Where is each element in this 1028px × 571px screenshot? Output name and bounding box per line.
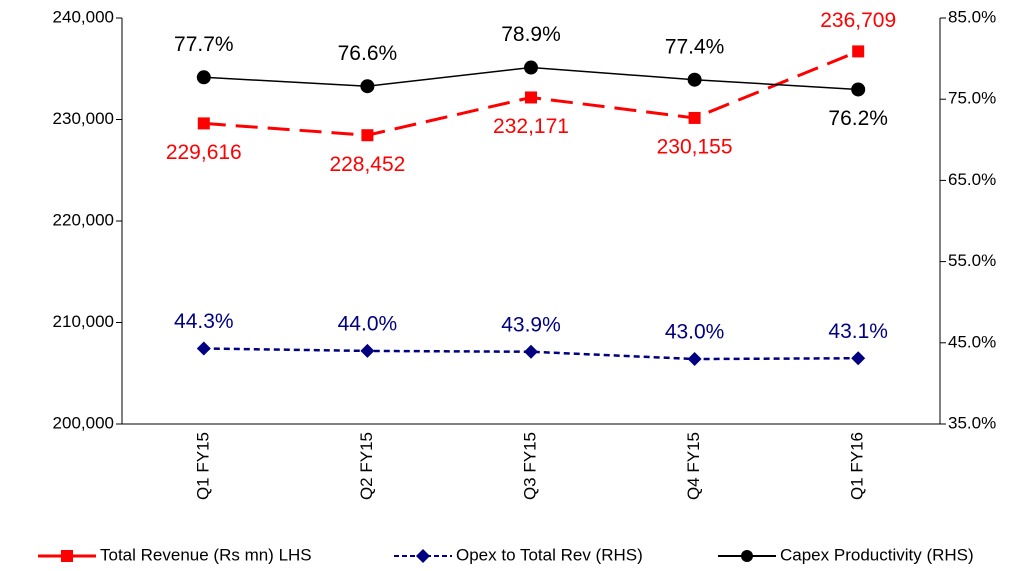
y-tick-label: 220,000 [53, 210, 114, 229]
y2-tick-label: 55.0% [948, 251, 996, 270]
marker [524, 344, 538, 359]
legend-marker [416, 549, 430, 563]
legend-label: Opex to Total Rev (RHS) [456, 545, 643, 564]
data-label: 44.0% [338, 312, 398, 335]
legend-marker [61, 550, 73, 562]
y-tick-label: 230,000 [53, 109, 114, 128]
data-label: 77.4% [665, 35, 725, 58]
x-tick-label: Q1 FY15 [193, 432, 212, 500]
y2-tick-label: 75.0% [948, 89, 996, 108]
data-label: 229,616 [166, 141, 242, 164]
data-label: 43.9% [501, 313, 561, 336]
x-tick-label: Q4 FY15 [684, 432, 703, 500]
data-label: 232,171 [493, 115, 569, 138]
x-tick-label: Q2 FY15 [357, 432, 376, 500]
y-tick-label: 200,000 [53, 413, 114, 432]
marker [360, 343, 375, 358]
marker [197, 117, 210, 130]
marker [851, 82, 866, 97]
data-label: 78.9% [501, 23, 561, 46]
legend-label: Total Revenue (Rs mn) LHS [100, 545, 312, 564]
marker [361, 129, 374, 142]
marker [687, 352, 702, 367]
data-label: 44.3% [174, 310, 234, 333]
marker [196, 70, 211, 85]
y2-tick-label: 45.0% [948, 332, 996, 351]
y2-tick-label: 85.0% [948, 7, 996, 26]
marker [360, 79, 375, 94]
y-tick-label: 240,000 [53, 7, 114, 26]
data-label: 230,155 [657, 135, 733, 158]
y-tick-label: 210,000 [53, 312, 114, 331]
data-label: 77.7% [174, 33, 234, 56]
data-label: 76.2% [828, 107, 888, 130]
marker [196, 341, 211, 356]
x-tick-label: Q3 FY15 [520, 432, 539, 500]
marker [525, 91, 537, 104]
data-label: 228,452 [329, 153, 405, 176]
data-label: 76.6% [338, 42, 398, 65]
marker [851, 351, 866, 366]
marker [688, 111, 701, 124]
legend-marker [741, 550, 753, 562]
series-line [203, 347, 859, 361]
data-label: 43.0% [665, 321, 725, 344]
data-label: 236,709 [820, 9, 896, 32]
x-tick-label: Q1 FY16 [848, 432, 867, 500]
data-label: 43.1% [828, 320, 888, 343]
marker [687, 72, 702, 87]
y2-tick-label: 35.0% [948, 413, 996, 432]
marker [852, 45, 865, 58]
y2-tick-label: 65.0% [948, 170, 996, 189]
legend-label: Capex Productivity (RHS) [780, 545, 974, 564]
marker [524, 60, 538, 75]
